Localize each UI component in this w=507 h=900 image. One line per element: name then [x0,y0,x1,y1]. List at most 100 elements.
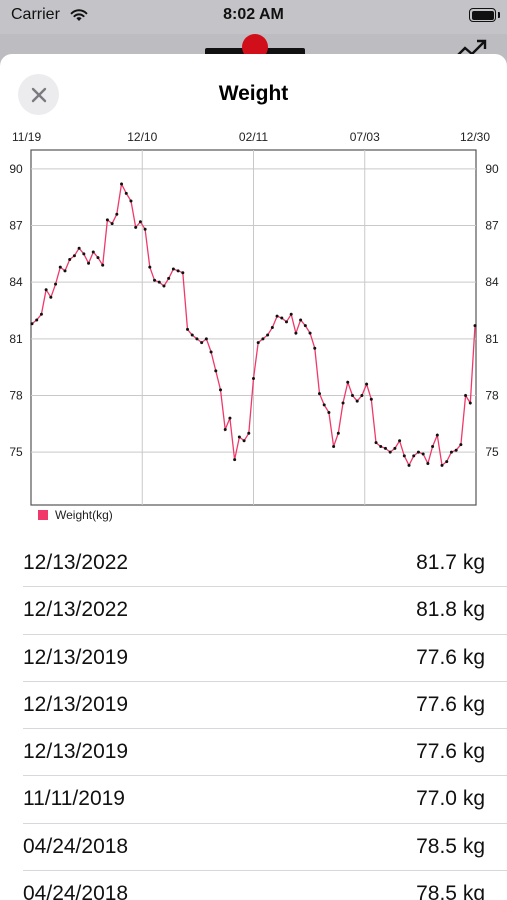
weight-data-point [374,441,378,445]
weight-data-point [242,439,246,443]
weight-entry-row[interactable]: 12/13/2019 77.6 kg [0,729,507,777]
carrier-label: Carrier [11,6,60,23]
weight-data-point [317,392,321,396]
weight-data-point [360,393,364,397]
weight-data-point [435,433,439,437]
weight-entry-row[interactable]: 12/13/2022 81.7 kg [0,540,507,588]
weight-data-point [412,454,416,458]
entry-date: 12/13/2019 [23,692,129,716]
weight-data-point [214,369,218,373]
y-tick-label-right: 75 [485,445,499,459]
weight-data-point [313,346,317,350]
weight-data-point [303,324,307,328]
weight-data-point [96,256,100,260]
x-tick-label: 11/19 [12,130,41,144]
weight-data-point [219,388,223,392]
weight-entry-row[interactable]: 12/13/2019 77.6 kg [0,635,507,682]
weight-data-point [105,218,109,222]
weight-entry-list: 12/13/2022 81.7 kg 12/13/2022 81.8 kg 12/13/… [0,540,507,900]
weight-data-point [388,450,392,454]
weight-data-point [284,320,288,324]
weight-data-point [407,463,411,467]
weight-data-point [332,444,336,448]
weight-chart: 75 75 78 78 81 81 84 84 87 87 90 90 11/19 12/10 02/11 0… [0,126,507,528]
y-tick-label-right: 90 [485,162,499,176]
row-divider [23,822,507,824]
weight-data-point [63,269,67,273]
weight-data-point [341,401,345,405]
weight-data-point [289,312,293,316]
weight-data-point [87,261,91,265]
weight-entry-row[interactable]: 12/13/2019 77.6 kg [0,682,507,730]
weight-data-point [336,431,340,435]
weight-data-point [449,450,453,454]
entry-date: 04/24/2018 [23,882,129,900]
weight-data-point [383,446,387,450]
entry-value: 78.5 kg [416,834,485,858]
y-tick-label-right: 84 [485,275,499,289]
weight-data-point [181,271,185,275]
weight-data-point [393,446,397,450]
weight-data-point [379,444,383,448]
y-tick-label-right: 87 [485,219,499,233]
weight-data-point [200,341,204,345]
weight-data-point [473,324,477,328]
close-icon [31,87,46,102]
weight-data-point [426,461,430,465]
weight-data-point [322,403,326,407]
entry-value: 77.6 kg [416,645,485,669]
weight-entry-row[interactable]: 11/11/2019 77.0 kg [0,776,507,824]
weight-data-point [171,267,175,271]
weight-data-point [402,454,406,458]
wifi-icon [70,9,88,21]
weight-sheet: Weight 75 75 78 78 81 81 84 84 87 87 90 90 11/19 12/1… [0,54,507,900]
weight-data-point [134,225,138,229]
y-tick-label-left: 87 [9,219,23,233]
weight-data-point [350,393,354,397]
weight-data-point [153,278,157,282]
close-button[interactable] [18,74,59,115]
entry-date: 11/11/2019 [23,787,125,811]
entry-date: 12/13/2019 [23,740,129,764]
weight-data-point [58,265,62,269]
weight-data-point [120,182,124,186]
y-tick-label-right: 78 [485,388,499,402]
weight-entry-row[interactable]: 04/24/2018 78.5 kg [0,824,507,872]
weight-data-point [72,254,76,258]
weight-data-point [454,448,458,452]
y-tick-label-right: 81 [485,332,499,346]
battery-tip [498,12,500,18]
weight-entry-row[interactable]: 04/24/2018 78.5 kg [0,871,507,900]
weight-data-point [138,220,142,224]
weight-data-point [421,452,425,456]
weight-data-point [124,191,128,195]
weight-data-point [369,397,373,401]
legend-label: Weight(kg) [55,508,113,522]
y-tick-label-left: 78 [9,388,23,402]
x-tick-label: 07/03 [350,130,380,144]
entry-date: 12/13/2022 [23,551,129,574]
weight-data-point [445,460,449,464]
y-tick-label-left: 81 [9,332,23,346]
weight-data-point [35,318,39,322]
entry-value: 78.5 kg [416,882,485,900]
weight-data-point [129,199,133,203]
weight-data-point [190,333,194,337]
weight-data-point [266,333,270,337]
entry-value: 81.8 kg [416,598,485,622]
weight-data-point [209,350,213,354]
weight-data-point [167,276,171,280]
row-divider [23,870,507,872]
weight-data-point [143,227,147,231]
x-tick-label: 02/11 [239,130,268,144]
weight-data-point [233,458,237,462]
weight-data-point [176,269,180,273]
y-tick-label-left: 90 [9,162,23,176]
weight-data-point [204,337,208,341]
weight-data-point [459,443,463,447]
weight-entry-row[interactable]: 12/13/2022 81.8 kg [0,587,507,635]
weight-data-point [365,382,369,386]
weight-data-point [247,431,251,435]
entry-value: 81.7 kg [416,551,485,574]
entry-value: 77.6 kg [416,740,485,764]
